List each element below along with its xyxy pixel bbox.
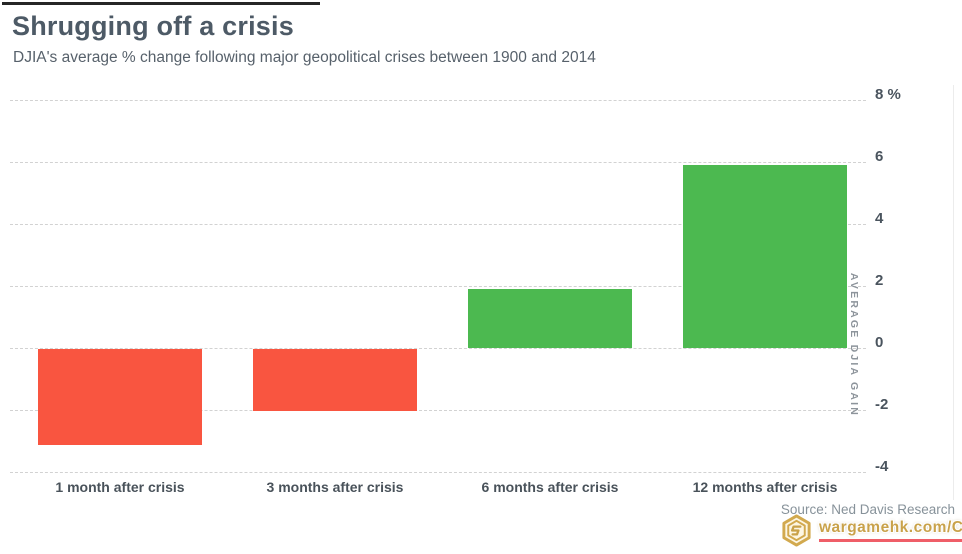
chart-subtitle: DJIA's average % change following major … — [13, 49, 596, 66]
gridline-y--2 — [10, 410, 866, 411]
gridline-y-8 — [10, 100, 866, 101]
bar-12-months-after-crisis — [683, 165, 847, 349]
bar-6-months-after-crisis — [468, 289, 632, 349]
gridline-y--4 — [10, 472, 866, 473]
gridline-y-2 — [10, 286, 866, 287]
gridline-y-0 — [10, 348, 866, 349]
top-divider — [2, 2, 320, 5]
watermark-text[interactable]: wargamehk.com/CGF — [819, 519, 962, 542]
right-edge-divider — [953, 85, 954, 500]
y-tick-label: 4 — [875, 210, 884, 227]
hexagon-g-icon — [782, 514, 811, 547]
y-tick-label: 2 — [875, 272, 884, 289]
y-tick-label: 0 — [875, 334, 884, 351]
watermark-link[interactable]: wargamehk.com/CGF — [780, 514, 962, 547]
bar-3-months-after-crisis — [253, 349, 417, 411]
y-tick-label: 8 % — [875, 86, 901, 103]
bar-1-month-after-crisis — [38, 349, 202, 445]
y-tick-label: 6 — [875, 148, 884, 165]
chart-title: Shrugging off a crisis — [12, 11, 294, 41]
x-tick-label: 6 months after crisis — [481, 479, 619, 495]
y-tick-label: -4 — [875, 458, 889, 475]
source-attribution: Source: Ned Davis Research — [780, 502, 955, 517]
x-tick-label: 12 months after crisis — [692, 479, 838, 495]
gridline-y-4 — [10, 224, 866, 225]
gridline-y-6 — [10, 162, 866, 163]
x-tick-label: 1 month after crisis — [55, 479, 185, 495]
y-tick-label: -2 — [875, 396, 889, 413]
y-axis-title: AVERAGE DJIA GAIN — [848, 272, 860, 418]
x-tick-label: 3 months after crisis — [266, 479, 404, 495]
